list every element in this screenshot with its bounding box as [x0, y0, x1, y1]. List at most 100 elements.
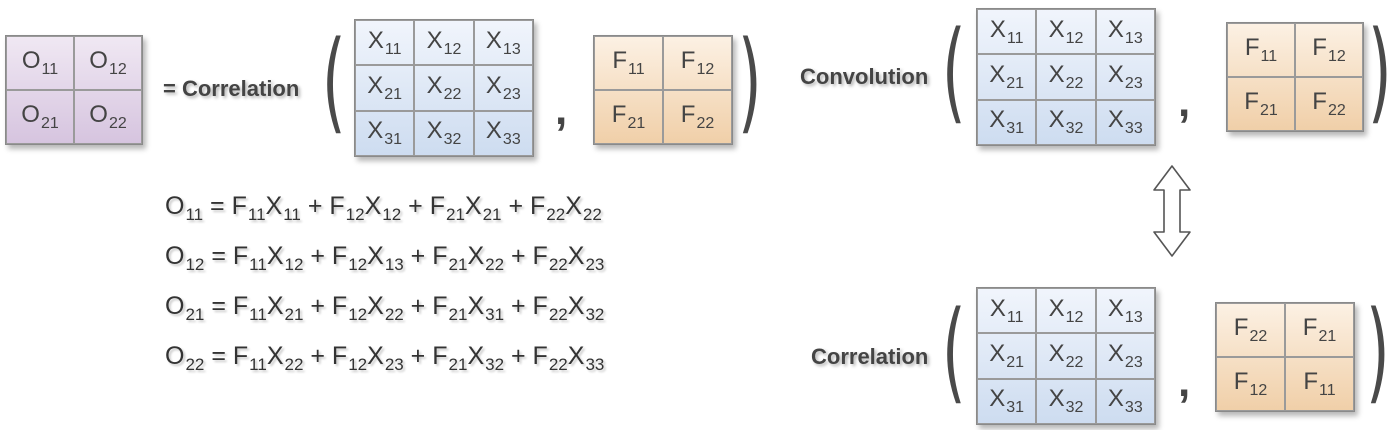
symbol-subscript: 12 [348, 305, 368, 324]
symbol-base: X [1048, 294, 1065, 322]
comma-correlation: , [1178, 357, 1191, 406]
equation-o12: O12 = F11X12 + F12X13 + F21X22 + F22X23 [165, 242, 604, 275]
symbol-subscript: 23 [1124, 74, 1143, 92]
matrix-cell: O22 [74, 90, 142, 144]
cell-symbol: X32 [1049, 106, 1084, 138]
cell-symbol: X32 [427, 117, 462, 149]
correlation-label: Correlation [811, 344, 929, 369]
cell-symbol: X23 [1108, 61, 1143, 93]
symbol-subscript: 21 [1006, 74, 1025, 92]
equation-term: F12X22 [332, 292, 404, 324]
filter-matrix: F11 F12 F21 F22 [593, 35, 733, 145]
plus-sign: + [501, 192, 531, 220]
symbol-base: X [989, 294, 1006, 322]
symbol-subscript: 22 [284, 355, 304, 374]
symbol-subscript: 22 [548, 255, 568, 274]
symbol-subscript: 32 [443, 131, 462, 149]
symbol-base: X [567, 242, 585, 270]
symbol-subscript: 31 [1006, 120, 1025, 138]
symbol-base: F [231, 192, 247, 220]
symbol-subscript: 12 [696, 61, 715, 78]
output-matrix: O11 O12 O21 O22 [5, 35, 143, 145]
symbol-base: X [266, 292, 284, 320]
cell-symbol: F11 [1245, 34, 1277, 66]
term-factor: X21 [465, 192, 502, 224]
matrix-cell: F21 [1285, 303, 1354, 357]
symbol-subscript: 11 [1319, 382, 1336, 399]
symbol-base: X [426, 26, 443, 54]
term-factor: F22 [533, 342, 568, 374]
cell-symbol: O21 [21, 101, 58, 133]
term-factor: F22 [533, 242, 568, 274]
symbol-base: X [565, 192, 582, 220]
term-factor: F22 [530, 192, 565, 224]
cell-symbol: X21 [989, 340, 1024, 372]
symbol-base: F [331, 242, 348, 270]
matrix-cell: X11 [977, 288, 1037, 334]
matrix-cell: X33 [1095, 99, 1155, 145]
symbol-base: X [367, 71, 384, 99]
cell-symbol: F22 [1234, 314, 1267, 346]
symbol-subscript: 11 [247, 205, 266, 224]
symbol-base: X [1048, 15, 1065, 43]
term-factor: F11 [233, 342, 267, 374]
equation-term: F22X22 [530, 192, 602, 224]
matrix-cell: X31 [355, 110, 415, 156]
equation-term: F22X32 [533, 292, 605, 324]
symbol-subscript: 23 [502, 85, 521, 103]
symbol-subscript: 12 [1249, 382, 1268, 399]
plus-sign: + [403, 242, 433, 270]
plus-sign: + [303, 292, 332, 320]
symbol-subscript: 31 [384, 131, 403, 149]
symbol-base: F [1244, 34, 1260, 61]
symbol-base: F [1312, 34, 1327, 61]
term-factor: F21 [432, 292, 467, 324]
symbol-subscript: 22 [548, 355, 568, 374]
symbol-subscript: 12 [348, 355, 368, 374]
matrix-cell: X22 [1036, 54, 1096, 100]
term-factor: X21 [266, 292, 304, 324]
cell-symbol: O22 [89, 101, 126, 133]
symbol-base: X [367, 342, 384, 370]
symbol-subscript: 22 [1249, 328, 1268, 345]
term-factor: F21 [432, 342, 467, 374]
matrix-cell: X32 [1036, 99, 1096, 145]
symbol-base: X [1107, 106, 1124, 134]
symbol-subscript: 23 [384, 355, 404, 374]
equation-term: F21X21 [430, 192, 502, 224]
symbol-base: F [432, 292, 448, 320]
cell-symbol: F11 [1303, 368, 1335, 400]
plus-sign: + [401, 192, 430, 220]
symbol-base: X [266, 242, 284, 270]
symbol-base: F [1303, 368, 1319, 395]
term-factor: X22 [565, 192, 602, 224]
symbol-subscript: 33 [585, 355, 605, 374]
matrix-cell: X21 [355, 65, 415, 111]
symbol-subscript: 21 [384, 85, 403, 103]
matrix-cell: O12 [74, 36, 142, 90]
symbol-subscript: 31 [485, 305, 505, 324]
cell-symbol: F12 [1312, 34, 1345, 66]
symbol-base: F [1233, 314, 1249, 341]
cell-symbol: X32 [1049, 385, 1084, 417]
cell-symbol: X31 [367, 117, 402, 149]
equals-correlation-label: = Correlation [163, 76, 300, 101]
symbol-subscript: 12 [345, 205, 365, 224]
symbol-base: F [680, 101, 696, 128]
matrix-cell: F12 [663, 36, 732, 90]
equals-sign: = [204, 242, 233, 270]
matrix-cell: F11 [1227, 23, 1295, 77]
symbol-base: X [1048, 385, 1065, 413]
symbol-base: X [367, 26, 384, 54]
symbol-subscript: 12 [284, 255, 304, 274]
cell-symbol: X22 [427, 72, 462, 104]
symbol-subscript: 21 [40, 115, 59, 132]
matrix-cell: X21 [977, 54, 1037, 100]
plus-sign: + [303, 342, 332, 370]
symbol-subscript: 11 [1006, 308, 1024, 326]
equation-o11: O11 = F11X11 + F12X12 + F21X21 + F22X22 [165, 192, 602, 225]
symbol-base: X [1107, 339, 1124, 367]
symbol-base: O [165, 292, 185, 320]
matrix-cell: F12 [1216, 357, 1285, 411]
symbol-base: X [1048, 60, 1065, 88]
